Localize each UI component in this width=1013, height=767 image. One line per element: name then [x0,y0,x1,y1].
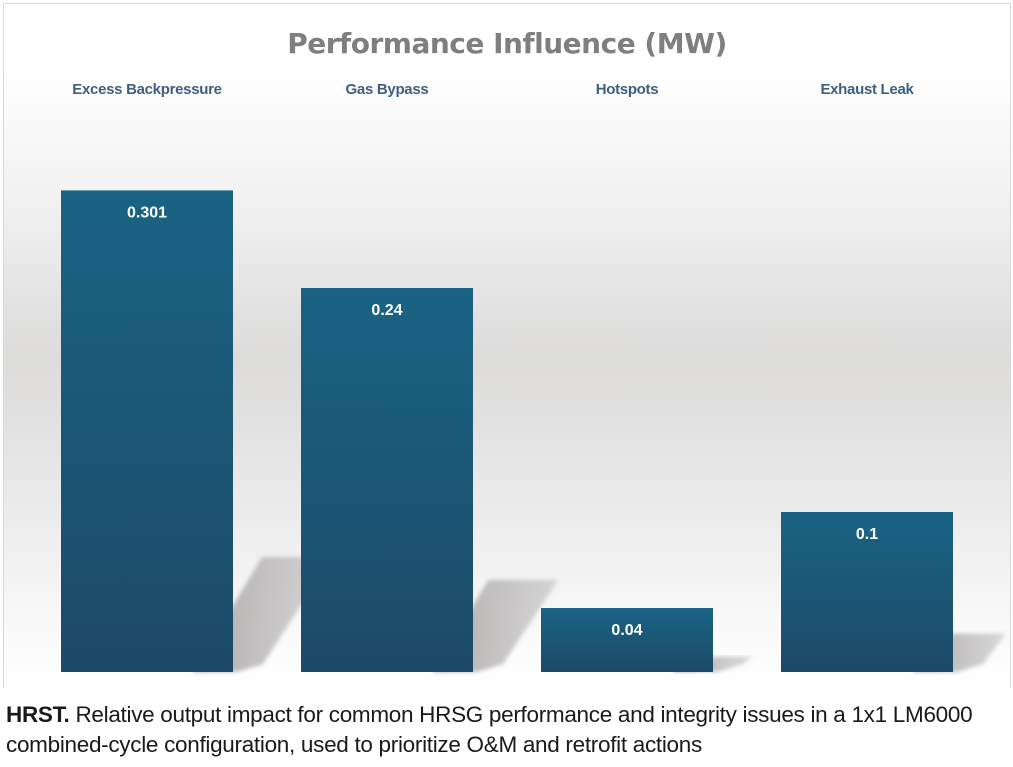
category-label: Exhaust Leak [820,81,914,98]
category-label: Hotspots [596,81,659,98]
data-label: 0.04 [611,622,642,639]
bar-0 [61,190,233,672]
category-label: Excess Backpressure [72,81,221,98]
bar-chart: Performance Influence (MW) Excess Backpr… [61,27,1007,672]
caption-text: Relative output impact for common HRSG p… [6,702,973,757]
caption-lead: HRST. [6,702,70,727]
figure-caption: HRST. Relative output impact for common … [6,700,1011,760]
bar-3 [781,512,953,672]
data-label: 0.301 [127,204,167,221]
category-label: Gas Bypass [346,81,429,98]
data-label: 0.24 [371,302,402,319]
bar-1 [301,288,473,672]
bar-2 [541,608,713,672]
data-label: 0.1 [856,526,878,543]
chart-title: Performance Influence (MW) [287,27,727,60]
